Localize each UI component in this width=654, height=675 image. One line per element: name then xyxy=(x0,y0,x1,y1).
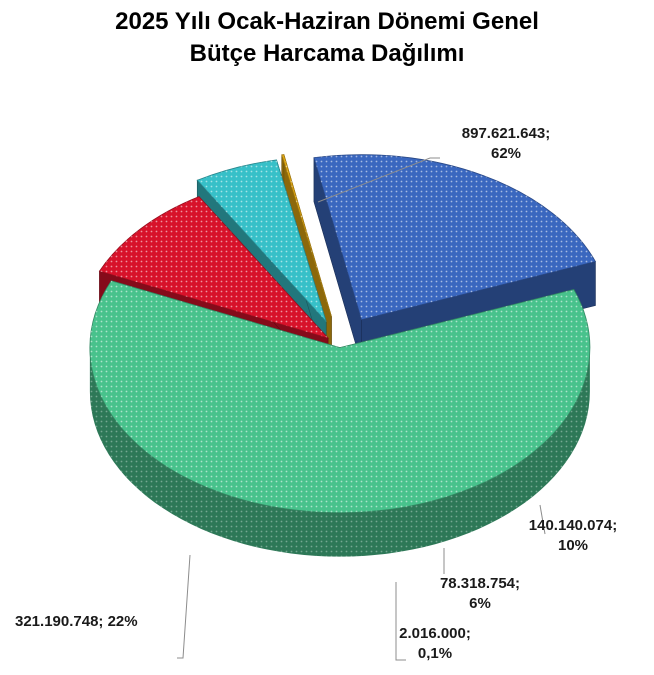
data-label-1: 140.140.074; 10% xyxy=(529,517,617,554)
chart-title-line-1: 2025 Yılı Ocak-Haziran Dönemi Genel xyxy=(115,8,539,35)
pie-slice-4-texture xyxy=(313,154,596,320)
leader-line-3 xyxy=(395,582,406,661)
leader-line-1 xyxy=(539,504,546,535)
chart-title-line-2: Bütçe Harcama Dağılımı xyxy=(189,40,465,67)
data-label-4-line-0: 321.190.748; 22% xyxy=(15,613,138,630)
data-label-3: 2.016.000; 0,1% xyxy=(399,625,471,662)
data-label-2-line-1: 6% xyxy=(469,595,491,612)
data-label-0-line-1: 62% xyxy=(491,145,521,162)
pie-slice-2-texture xyxy=(197,159,327,322)
chart-title: 2025 Yılı Ocak-Haziran Dönemi Genel Bütç… xyxy=(0,6,654,70)
pie-slice-0-texture xyxy=(89,280,590,513)
data-label-1-line-1: 10% xyxy=(558,537,588,554)
data-label-1-line-0: 140.140.074; xyxy=(529,517,617,534)
data-label-3-line-0: 2.016.000; xyxy=(399,625,471,642)
data-label-3-line-1: 0,1% xyxy=(418,645,452,662)
data-label-2-line-0: 78.318.754; xyxy=(440,575,520,592)
slice-0-side-texture-0 xyxy=(89,347,590,557)
data-label-0: 897.621.643; 62% xyxy=(462,125,550,162)
leader-line-0 xyxy=(317,157,440,203)
leader-line-4 xyxy=(177,554,191,659)
data-label-2: 78.318.754; 6% xyxy=(440,575,520,612)
data-label-4: 321.190.748; 22% xyxy=(15,613,138,630)
pie-slice-1-texture xyxy=(99,196,329,339)
pie-slice-3-texture xyxy=(281,154,332,317)
data-label-0-line-0: 897.621.643; xyxy=(462,125,550,142)
